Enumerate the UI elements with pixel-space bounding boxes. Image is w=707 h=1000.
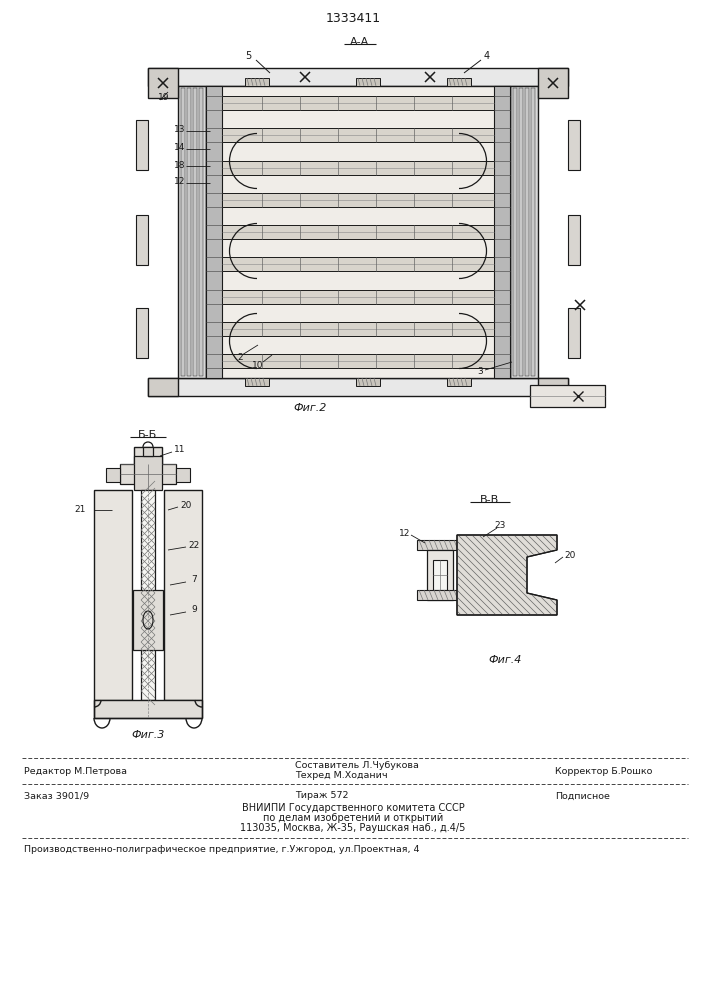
Text: 10: 10 bbox=[252, 360, 264, 369]
Text: Корректор Б.Рошко: Корректор Б.Рошко bbox=[555, 766, 653, 776]
Bar bbox=[222, 322, 494, 336]
Bar bbox=[134, 456, 162, 490]
Bar bbox=[531, 88, 535, 376]
Bar bbox=[133, 590, 163, 650]
Text: 12: 12 bbox=[174, 178, 185, 186]
Text: Подписное: Подписное bbox=[555, 792, 610, 800]
Polygon shape bbox=[457, 535, 557, 615]
Text: 20: 20 bbox=[564, 550, 575, 560]
Text: 5: 5 bbox=[245, 51, 251, 61]
Bar bbox=[245, 378, 269, 386]
Text: 11: 11 bbox=[174, 446, 186, 454]
Polygon shape bbox=[143, 447, 153, 456]
Text: 12: 12 bbox=[399, 528, 411, 538]
Text: 2: 2 bbox=[237, 353, 243, 361]
Text: Заказ 3901/9: Заказ 3901/9 bbox=[24, 792, 89, 800]
Bar bbox=[206, 86, 510, 378]
Bar bbox=[164, 490, 202, 700]
Bar bbox=[94, 490, 132, 700]
Bar bbox=[494, 86, 510, 378]
Bar bbox=[193, 88, 197, 376]
Bar bbox=[181, 88, 185, 376]
Bar bbox=[417, 590, 463, 600]
Bar bbox=[148, 378, 178, 396]
Bar bbox=[187, 88, 191, 376]
Bar bbox=[148, 378, 568, 396]
Bar bbox=[136, 215, 148, 265]
Text: Фиг.3: Фиг.3 bbox=[132, 730, 165, 740]
Bar bbox=[178, 86, 206, 378]
Bar bbox=[568, 120, 580, 170]
Bar bbox=[199, 88, 203, 376]
Text: 20: 20 bbox=[180, 500, 192, 510]
Bar bbox=[120, 464, 176, 484]
Bar bbox=[356, 78, 380, 86]
Bar bbox=[538, 378, 568, 396]
Text: 14: 14 bbox=[174, 143, 185, 152]
Text: Тираж 572: Тираж 572 bbox=[295, 792, 349, 800]
Bar bbox=[356, 378, 380, 386]
Bar bbox=[176, 468, 190, 482]
Bar bbox=[447, 378, 471, 386]
Bar bbox=[136, 308, 148, 358]
Bar bbox=[148, 68, 568, 86]
Bar bbox=[417, 540, 463, 550]
Text: Фиг.2: Фиг.2 bbox=[293, 403, 327, 413]
Text: Составитель Л.Чубукова: Составитель Л.Чубукова bbox=[295, 760, 419, 770]
Text: 19: 19 bbox=[158, 93, 170, 102]
Bar bbox=[222, 225, 494, 239]
Bar bbox=[427, 550, 453, 600]
Text: Техред М.Ходанич: Техред М.Ходанич bbox=[295, 770, 387, 780]
Text: Фиг.4: Фиг.4 bbox=[489, 655, 522, 665]
Text: Редактор М.Петрова: Редактор М.Петрова bbox=[24, 766, 127, 776]
Bar bbox=[510, 86, 538, 378]
Bar bbox=[568, 308, 580, 358]
Bar bbox=[222, 128, 494, 142]
Bar bbox=[525, 88, 529, 376]
Text: 13: 13 bbox=[173, 125, 185, 134]
Bar bbox=[519, 88, 523, 376]
Bar bbox=[134, 447, 162, 477]
Bar bbox=[148, 68, 178, 98]
Bar bbox=[447, 78, 471, 86]
Polygon shape bbox=[457, 535, 557, 615]
Text: 22: 22 bbox=[188, 540, 199, 550]
Text: 4: 4 bbox=[484, 51, 490, 61]
Text: по делам изобретений и открытий: по делам изобретений и открытий bbox=[263, 813, 443, 823]
Bar bbox=[106, 468, 120, 482]
Bar bbox=[222, 193, 494, 207]
Bar bbox=[222, 96, 494, 110]
Text: 21: 21 bbox=[75, 506, 86, 514]
Text: 1333411: 1333411 bbox=[325, 11, 380, 24]
Text: 18: 18 bbox=[173, 160, 185, 169]
Bar bbox=[222, 160, 494, 174]
Text: А-А: А-А bbox=[351, 37, 370, 47]
Text: Б-Б: Б-Б bbox=[139, 430, 158, 440]
Bar bbox=[530, 385, 605, 407]
Text: 3: 3 bbox=[477, 367, 483, 376]
Text: 7: 7 bbox=[191, 576, 197, 584]
Bar bbox=[222, 290, 494, 304]
Bar bbox=[136, 120, 148, 170]
Bar bbox=[222, 354, 494, 368]
Text: 9: 9 bbox=[191, 605, 197, 614]
Text: ВНИИПИ Государственного комитета СССР: ВНИИПИ Государственного комитета СССР bbox=[242, 803, 464, 813]
Bar bbox=[568, 215, 580, 265]
Text: 113035, Москва, Ж-35, Раушская наб., д.4/5: 113035, Москва, Ж-35, Раушская наб., д.4… bbox=[240, 823, 466, 833]
Bar bbox=[433, 560, 447, 590]
Bar bbox=[94, 700, 202, 718]
Bar bbox=[222, 257, 494, 271]
Bar bbox=[245, 78, 269, 86]
Bar bbox=[206, 86, 222, 378]
Bar bbox=[513, 88, 517, 376]
Text: 23: 23 bbox=[494, 520, 506, 530]
Text: В-В: В-В bbox=[480, 495, 500, 505]
Bar bbox=[141, 490, 155, 700]
Bar bbox=[538, 68, 568, 98]
Text: Производственно-полиграфическое предприятие, г.Ужгород, ул.Проектная, 4: Производственно-полиграфическое предприя… bbox=[24, 844, 419, 854]
